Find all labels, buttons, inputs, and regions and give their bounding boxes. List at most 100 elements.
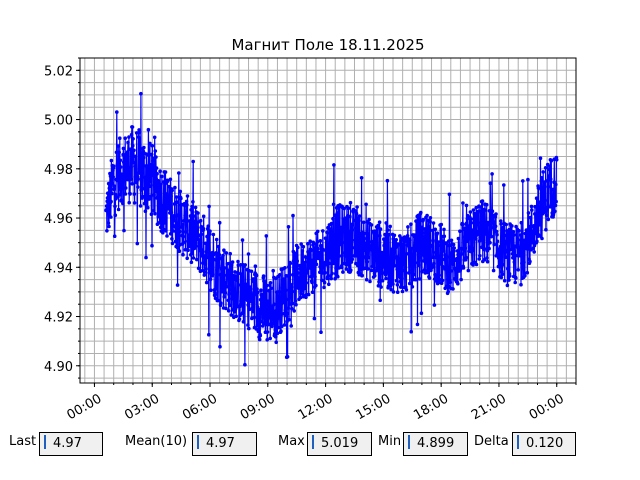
data-point bbox=[241, 310, 245, 315]
data-point bbox=[320, 271, 325, 275]
data-point bbox=[527, 234, 531, 238]
data-point bbox=[320, 278, 324, 283]
data-point bbox=[176, 225, 180, 230]
stat-max-field: 5.019 bbox=[307, 432, 372, 456]
data-point bbox=[526, 177, 530, 182]
data-point bbox=[310, 280, 314, 285]
data-point bbox=[204, 241, 208, 246]
data-point bbox=[261, 315, 265, 320]
data-point bbox=[525, 270, 530, 275]
data-point bbox=[491, 268, 496, 273]
y-tick-label: 5.02 bbox=[44, 64, 73, 79]
data-point bbox=[370, 268, 374, 273]
stat-last-label: Last bbox=[9, 434, 37, 449]
data-point bbox=[355, 263, 360, 268]
data-point bbox=[266, 304, 270, 308]
data-point bbox=[409, 329, 414, 334]
data-point bbox=[322, 285, 326, 290]
data-point bbox=[145, 180, 149, 184]
data-point bbox=[175, 200, 179, 204]
data-point bbox=[359, 239, 364, 243]
stat-min-value: 4.899 bbox=[417, 436, 455, 451]
data-point bbox=[505, 250, 509, 254]
data-point bbox=[224, 306, 228, 311]
data-point bbox=[325, 275, 330, 279]
data-point bbox=[127, 200, 131, 205]
data-point bbox=[302, 260, 307, 265]
data-point bbox=[538, 223, 542, 227]
data-point bbox=[161, 203, 166, 208]
data-point bbox=[299, 284, 303, 289]
data-point bbox=[324, 248, 328, 253]
data-point bbox=[255, 305, 260, 309]
text-caret bbox=[312, 435, 314, 449]
data-point bbox=[493, 224, 498, 229]
data-point bbox=[251, 279, 256, 284]
data-point bbox=[159, 182, 163, 187]
stat-max-label: Max bbox=[278, 434, 305, 449]
data-point bbox=[498, 244, 503, 249]
data-point bbox=[223, 280, 228, 285]
data-point bbox=[430, 228, 435, 233]
data-point bbox=[459, 267, 463, 271]
data-point bbox=[235, 278, 239, 283]
data-point bbox=[439, 222, 444, 227]
data-point bbox=[314, 262, 319, 267]
data-point bbox=[511, 230, 516, 234]
data-point bbox=[263, 281, 267, 285]
data-point bbox=[286, 306, 291, 311]
data-point bbox=[452, 249, 456, 253]
data-point bbox=[554, 182, 558, 187]
data-point bbox=[336, 220, 341, 224]
data-point bbox=[347, 229, 351, 234]
data-point bbox=[178, 189, 183, 194]
data-point bbox=[158, 195, 163, 199]
data-point bbox=[284, 288, 288, 293]
data-point bbox=[464, 255, 469, 260]
data-point bbox=[274, 340, 279, 345]
data-point bbox=[357, 214, 362, 218]
data-point bbox=[539, 179, 544, 183]
data-point bbox=[401, 242, 406, 247]
data-point bbox=[343, 251, 347, 255]
data-point bbox=[304, 295, 308, 300]
data-point bbox=[494, 229, 499, 234]
data-point bbox=[140, 169, 144, 173]
data-point bbox=[246, 303, 250, 307]
data-point bbox=[150, 243, 154, 248]
data-point bbox=[525, 239, 530, 243]
data-point bbox=[227, 291, 232, 296]
data-point bbox=[504, 222, 509, 227]
data-point bbox=[386, 232, 391, 237]
data-point bbox=[257, 307, 262, 312]
data-point bbox=[533, 204, 537, 209]
data-point bbox=[112, 164, 116, 168]
data-point bbox=[348, 214, 352, 219]
data-point bbox=[329, 276, 334, 281]
data-point bbox=[247, 326, 251, 331]
data-point bbox=[360, 273, 365, 278]
data-point bbox=[266, 316, 271, 320]
data-point bbox=[384, 221, 389, 225]
data-point bbox=[109, 171, 114, 176]
data-point bbox=[272, 332, 277, 336]
x-tick-label: 12:00 bbox=[296, 391, 336, 423]
data-point bbox=[163, 218, 167, 223]
data-point bbox=[528, 259, 532, 264]
data-point bbox=[299, 242, 304, 246]
data-point bbox=[496, 256, 501, 260]
data-point bbox=[437, 254, 442, 259]
data-point bbox=[250, 306, 255, 310]
data-point bbox=[334, 266, 339, 271]
data-point bbox=[189, 229, 194, 234]
data-point bbox=[163, 170, 168, 174]
data-point bbox=[491, 226, 495, 230]
data-point bbox=[385, 178, 390, 183]
data-point bbox=[480, 226, 485, 230]
data-point bbox=[477, 257, 482, 261]
data-point bbox=[336, 274, 340, 279]
data-point bbox=[359, 176, 364, 180]
data-point bbox=[153, 149, 158, 153]
data-point bbox=[327, 282, 331, 287]
data-point bbox=[115, 178, 119, 183]
